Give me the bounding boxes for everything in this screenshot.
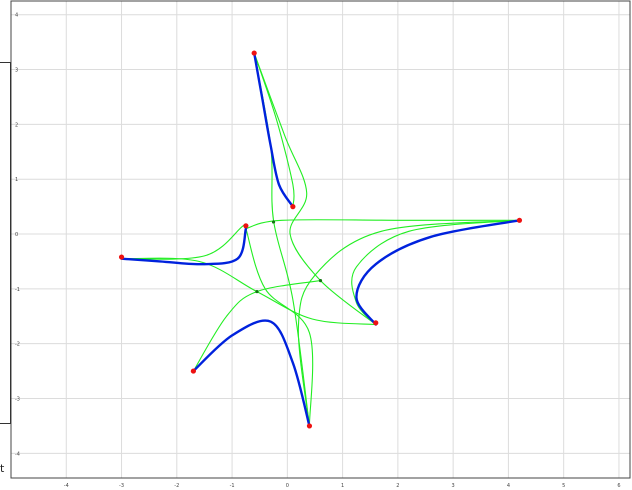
y-tick-label: -2 bbox=[15, 342, 20, 348]
green-point bbox=[255, 289, 259, 294]
y-tick-label: 3 bbox=[15, 68, 18, 74]
tick-labels-layer: -4 -3 -2 -1 0 1 2 3 4 5 6 4 3 2 1 0 -1 -2 -3 -4 bbox=[15, 13, 621, 489]
red-point bbox=[306, 423, 313, 429]
green-curve bbox=[245, 219, 521, 230]
y-tick-label: -3 bbox=[15, 397, 20, 403]
blue-curve bbox=[120, 227, 248, 266]
y-tick-label: 2 bbox=[15, 122, 18, 128]
x-tick-label: 4 bbox=[507, 483, 510, 489]
side-label: t bbox=[0, 462, 5, 475]
green-point bbox=[271, 220, 276, 224]
green-curve bbox=[120, 257, 377, 326]
x-tick-label: 3 bbox=[452, 483, 455, 489]
red-point bbox=[190, 368, 196, 374]
green-curves-layer bbox=[120, 52, 521, 427]
green-curve bbox=[253, 52, 295, 208]
blue-curve bbox=[192, 319, 311, 428]
green-curve bbox=[351, 219, 521, 326]
y-tick-label: -1 bbox=[15, 287, 20, 293]
points-layer bbox=[118, 50, 523, 429]
y-tick-label: 0 bbox=[15, 232, 18, 238]
green-curve bbox=[253, 52, 310, 427]
red-point bbox=[243, 223, 249, 229]
y-tick-label: 4 bbox=[15, 13, 18, 19]
red-point bbox=[373, 320, 379, 326]
y-tick-label: 1 bbox=[15, 177, 18, 183]
green-curve bbox=[245, 227, 314, 427]
green-curve bbox=[120, 223, 248, 260]
x-tick-label: 2 bbox=[396, 483, 399, 489]
red-point bbox=[290, 204, 296, 210]
blue-curve bbox=[355, 219, 521, 326]
x-tick-label: -3 bbox=[119, 483, 124, 489]
y-tick-label: -4 bbox=[15, 451, 20, 457]
x-tick-label: 1 bbox=[341, 483, 344, 489]
blue-curve bbox=[253, 51, 295, 208]
red-point bbox=[118, 254, 125, 260]
x-tick-label: -1 bbox=[230, 483, 235, 489]
red-point bbox=[516, 217, 523, 223]
green-point bbox=[318, 279, 323, 283]
x-tick-label: -2 bbox=[174, 483, 179, 489]
side-panel bbox=[0, 62, 11, 424]
blue-curves-layer bbox=[120, 51, 521, 428]
green-curve bbox=[297, 219, 521, 427]
grid-layer bbox=[11, 1, 630, 478]
x-tick-label: 0 bbox=[286, 483, 289, 489]
red-point bbox=[251, 50, 257, 56]
plot-area-frame bbox=[10, 0, 631, 479]
x-tick-label: 6 bbox=[617, 483, 620, 489]
green-curve bbox=[192, 280, 322, 372]
green-curve bbox=[253, 52, 377, 326]
x-tick-label: -4 bbox=[64, 483, 69, 489]
x-tick-label: 5 bbox=[562, 483, 565, 489]
